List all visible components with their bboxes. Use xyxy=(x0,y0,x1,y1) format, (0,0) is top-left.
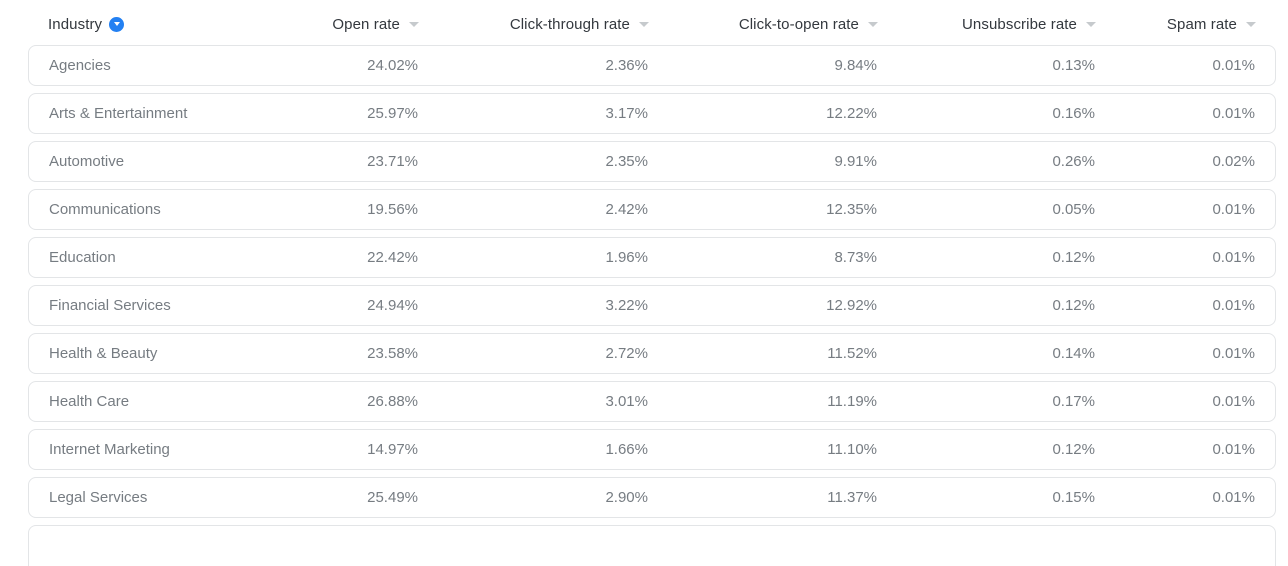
industry-cell: Legal Services xyxy=(49,489,148,506)
chevron-down-icon xyxy=(409,21,419,27)
table-row-legal-services: Legal Services 25.49% 2.90% 11.37% 0.15%… xyxy=(28,477,1276,518)
column-header-click-through-rate-label: Click-through rate xyxy=(509,15,630,33)
open-rate-cell: 14.97% xyxy=(367,441,418,458)
industry-cell: Arts & Entertainment xyxy=(49,105,188,122)
click-through-rate-cell: 1.66% xyxy=(605,441,648,458)
open-rate-cell: 24.02% xyxy=(367,57,418,74)
column-header-spam-rate[interactable]: Spam rate xyxy=(1096,16,1256,33)
click-through-rate-cell: 2.36% xyxy=(605,57,648,74)
click-through-rate-cell: 2.90% xyxy=(605,489,648,506)
industry-cell: Education xyxy=(49,249,116,266)
click-to-open-rate-cell: 11.19% xyxy=(827,393,877,410)
table-row-health-beauty: Health & Beauty 23.58% 2.72% 11.52% 0.14… xyxy=(28,333,1276,374)
table-row-communications: Communications 19.56% 2.42% 12.35% 0.05%… xyxy=(28,189,1276,230)
spam-rate-cell: 0.01% xyxy=(1212,441,1255,458)
unsubscribe-rate-cell: 0.17% xyxy=(1052,393,1095,410)
spam-rate-cell: 0.01% xyxy=(1212,489,1255,506)
unsubscribe-rate-cell: 0.12% xyxy=(1052,441,1095,458)
industry-cell: Internet Marketing xyxy=(49,441,170,458)
spam-rate-cell: 0.02% xyxy=(1212,153,1255,170)
spam-rate-cell: 0.01% xyxy=(1212,201,1255,218)
industry-cell: Health Care xyxy=(49,393,130,410)
chevron-down-icon xyxy=(1086,21,1096,27)
table-row-internet-marketing: Internet Marketing 14.97% 1.66% 11.10% 0… xyxy=(28,429,1276,470)
chevron-down-icon xyxy=(639,21,649,27)
click-to-open-rate-cell: 9.91% xyxy=(834,153,877,170)
column-header-spam-rate-label: Spam rate xyxy=(1166,15,1237,33)
click-to-open-rate-cell: 11.37% xyxy=(827,489,877,506)
click-to-open-rate-cell: 12.92% xyxy=(826,297,877,314)
click-to-open-rate-cell: 11.10% xyxy=(827,441,877,458)
unsubscribe-rate-cell: 0.13% xyxy=(1052,57,1095,74)
column-header-industry[interactable]: Industry xyxy=(48,16,209,33)
click-to-open-rate-cell: 12.22% xyxy=(826,105,877,122)
open-rate-cell: 23.58% xyxy=(367,345,418,362)
spam-rate-cell: 0.01% xyxy=(1212,57,1255,74)
column-header-open-rate[interactable]: Open rate xyxy=(209,16,419,33)
table-row-agencies: Agencies 24.02% 2.36% 9.84% 0.13% 0.01% xyxy=(28,45,1276,86)
click-through-rate-cell: 2.35% xyxy=(605,153,648,170)
column-header-industry-label: Industry xyxy=(48,15,103,33)
spam-rate-cell: 0.01% xyxy=(1212,345,1255,362)
open-rate-cell: 19.56% xyxy=(367,201,418,218)
unsubscribe-rate-cell: 0.12% xyxy=(1052,297,1095,314)
table-row-financial-services: Financial Services 24.94% 3.22% 12.92% 0… xyxy=(28,285,1276,326)
open-rate-cell: 25.97% xyxy=(367,105,418,122)
industry-cell: Health & Beauty xyxy=(49,345,158,362)
table-row-arts-entertainment: Arts & Entertainment 25.97% 3.17% 12.22%… xyxy=(28,93,1276,134)
click-through-rate-cell: 3.17% xyxy=(605,105,648,122)
open-rate-cell: 25.49% xyxy=(367,489,418,506)
click-through-rate-cell: 3.01% xyxy=(605,393,648,410)
table-row-health-care: Health Care 26.88% 3.01% 11.19% 0.17% 0.… xyxy=(28,381,1276,422)
click-through-rate-cell: 2.72% xyxy=(605,345,648,362)
unsubscribe-rate-cell: 0.14% xyxy=(1052,345,1095,362)
column-header-open-rate-label: Open rate xyxy=(332,15,400,33)
unsubscribe-rate-cell: 0.26% xyxy=(1052,153,1095,170)
industry-cell: Agencies xyxy=(49,57,111,74)
unsubscribe-rate-cell: 0.16% xyxy=(1052,105,1095,122)
click-through-rate-cell: 1.96% xyxy=(605,249,648,266)
spam-rate-cell: 0.01% xyxy=(1212,249,1255,266)
table-row-education: Education 22.42% 1.96% 8.73% 0.12% 0.01% xyxy=(28,237,1276,278)
column-header-click-through-rate[interactable]: Click-through rate xyxy=(419,16,649,33)
spam-rate-cell: 0.01% xyxy=(1212,105,1255,122)
spam-rate-cell: 0.01% xyxy=(1212,297,1255,314)
click-to-open-rate-cell: 11.52% xyxy=(827,345,877,362)
unsubscribe-rate-cell: 0.15% xyxy=(1052,489,1095,506)
open-rate-cell: 26.88% xyxy=(367,393,418,410)
table-row-automotive: Automotive 23.71% 2.35% 9.91% 0.26% 0.02… xyxy=(28,141,1276,182)
column-header-click-to-open-rate[interactable]: Click-to-open rate xyxy=(649,16,878,33)
click-through-rate-cell: 2.42% xyxy=(605,201,648,218)
industry-cell: Communications xyxy=(49,201,161,218)
unsubscribe-rate-cell: 0.05% xyxy=(1052,201,1095,218)
spam-rate-cell: 0.01% xyxy=(1212,393,1255,410)
industry-cell: Financial Services xyxy=(49,297,171,314)
industry-cell: Automotive xyxy=(49,153,125,170)
chevron-down-icon xyxy=(1246,21,1256,27)
click-through-rate-cell: 3.22% xyxy=(605,297,648,314)
open-rate-cell: 22.42% xyxy=(367,249,418,266)
chevron-down-circle-icon xyxy=(109,16,125,32)
click-to-open-rate-cell: 12.35% xyxy=(826,201,877,218)
open-rate-cell: 24.94% xyxy=(367,297,418,314)
benchmark-table: Industry Open rate Click-through rate Cl… xyxy=(28,0,1276,566)
column-header-unsubscribe-rate-label: Unsubscribe rate xyxy=(962,15,1077,33)
chevron-down-icon xyxy=(868,21,878,27)
click-to-open-rate-cell: 9.84% xyxy=(834,57,877,74)
unsubscribe-rate-cell: 0.12% xyxy=(1052,249,1095,266)
click-to-open-rate-cell: 8.73% xyxy=(834,249,877,266)
table-row-partial xyxy=(28,525,1276,566)
column-header-unsubscribe-rate[interactable]: Unsubscribe rate xyxy=(878,16,1096,33)
open-rate-cell: 23.71% xyxy=(367,153,418,170)
column-header-click-to-open-rate-label: Click-to-open rate xyxy=(738,15,859,33)
table-header-row: Industry Open rate Click-through rate Cl… xyxy=(28,10,1276,38)
